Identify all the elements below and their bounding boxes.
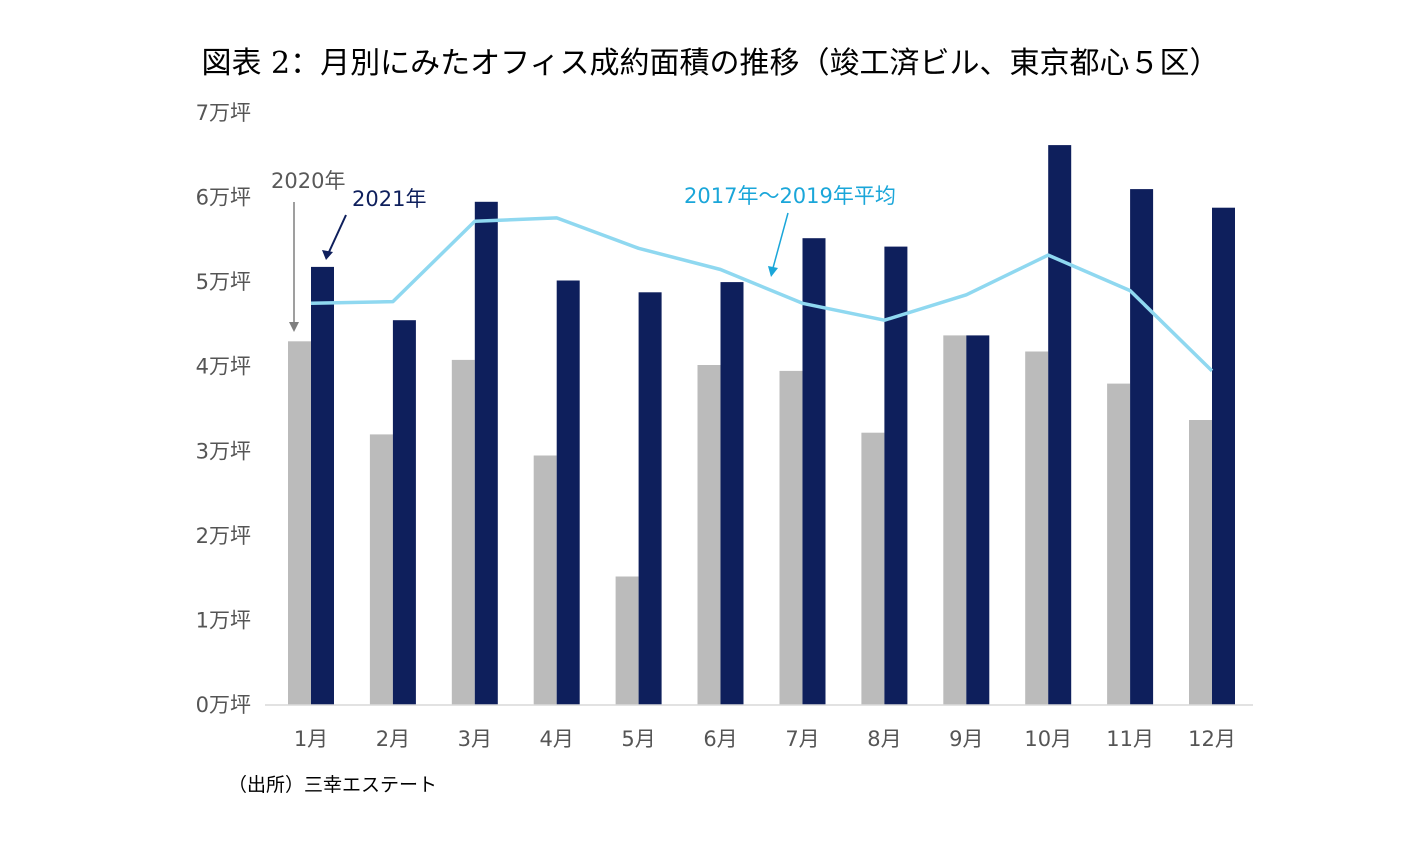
bar-2020 xyxy=(451,359,475,705)
annotation-2021: 2021年 xyxy=(322,187,426,260)
x-tick-label: 3月 xyxy=(458,727,492,751)
bar-2021 xyxy=(1212,207,1235,705)
bar-2021 xyxy=(802,238,826,705)
y-axis: 0万坪 1万坪 2万坪 3万坪 4万坪 5万坪 6万坪 7万坪 xyxy=(196,101,251,717)
annotation-2021-label: 2021年 xyxy=(352,187,426,211)
bar-2021 xyxy=(1130,189,1154,706)
x-tick-label: 4月 xyxy=(540,727,574,751)
bar-2021 xyxy=(966,335,990,705)
y-tick-label: 3万坪 xyxy=(196,439,251,463)
bar-2021 xyxy=(556,280,580,705)
bar-2020 xyxy=(1025,351,1049,705)
annotation-2020-arrowhead xyxy=(289,322,299,332)
bar-2021 xyxy=(474,201,498,706)
bar-2021 xyxy=(720,282,744,705)
annotation-2020-label: 2020年 xyxy=(271,169,345,193)
average-line-group xyxy=(310,216,1214,373)
bar-2020 xyxy=(943,335,967,705)
chart-title: 図表 2：月別にみたオフィス成約面積の推移（竣工済ビル、東京都心５区） xyxy=(201,46,1220,81)
annotation-2021-arrowhead xyxy=(322,250,333,260)
y-tick-label: 1万坪 xyxy=(196,608,251,632)
x-tick-label: 2月 xyxy=(376,727,410,751)
bar-2020 xyxy=(697,365,721,705)
bars xyxy=(288,145,1235,706)
bar-2020 xyxy=(288,341,311,705)
average-line xyxy=(310,216,1214,373)
y-tick-label: 2万坪 xyxy=(196,524,251,548)
x-axis: 1月 2月 3月 4月 5月 6月 7月 8月 9月 10月 11月 12月 xyxy=(294,727,1236,751)
x-tick-label: 5月 xyxy=(621,727,655,751)
x-tick-label: 12月 xyxy=(1188,727,1236,751)
bar-2021 xyxy=(1048,145,1072,706)
bar-2021 xyxy=(392,320,416,705)
y-tick-label: 0万坪 xyxy=(196,693,251,717)
y-tick-label: 5万坪 xyxy=(196,270,251,294)
bar-2020 xyxy=(861,432,885,705)
annotation-2020: 2020年 xyxy=(271,169,345,332)
bar-2020 xyxy=(615,576,639,705)
y-tick-label: 7万坪 xyxy=(196,101,251,125)
annotation-2021-arrow xyxy=(328,214,347,253)
x-tick-label: 1月 xyxy=(294,727,328,751)
x-tick-label: 11月 xyxy=(1106,727,1154,751)
bar-2020 xyxy=(533,455,557,705)
source-note: （出所）三幸エステート xyxy=(228,774,438,796)
y-tick-label: 6万坪 xyxy=(196,186,251,210)
bar-2021 xyxy=(638,292,662,705)
x-tick-label: 10月 xyxy=(1024,727,1072,751)
bar-2021 xyxy=(884,246,908,705)
bar-2020 xyxy=(1107,383,1131,705)
bar-2020 xyxy=(1189,420,1212,705)
bar-2020 xyxy=(779,370,803,705)
bar-2020 xyxy=(369,434,393,705)
annotation-average-arrowhead xyxy=(768,266,778,277)
annotation-average-arrow xyxy=(772,212,789,269)
annotation-average: 2017年～2019年平均 xyxy=(684,184,896,277)
x-tick-label: 9月 xyxy=(949,727,983,751)
y-tick-label: 4万坪 xyxy=(196,355,251,379)
annotation-average-label: 2017年～2019年平均 xyxy=(684,184,896,208)
x-tick-label: 6月 xyxy=(703,727,737,751)
bar-2021 xyxy=(311,266,334,705)
x-tick-label: 8月 xyxy=(867,727,901,751)
x-tick-label: 7月 xyxy=(785,727,819,751)
